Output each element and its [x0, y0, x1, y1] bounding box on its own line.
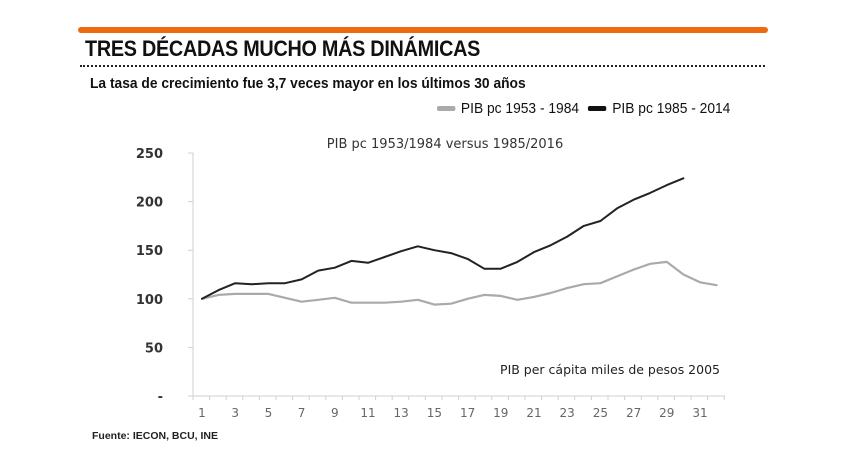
- y-tick-label: 200: [136, 196, 163, 211]
- x-tick-label: 3: [231, 406, 239, 420]
- x-tick-label: 11: [360, 406, 375, 420]
- x-tick-label: 21: [526, 406, 541, 420]
- x-tick-label: 15: [427, 406, 442, 420]
- subtitle: La tasa de crecimiento fue 3,7 veces may…: [90, 75, 526, 92]
- series-group: [200, 177, 718, 306]
- x-tick-label: 29: [659, 406, 674, 420]
- y-tick-label: 100: [136, 293, 163, 308]
- legend-item-1953-1984: PIB pc 1953 - 1984: [437, 100, 579, 117]
- x-tick-label: 5: [265, 406, 273, 420]
- x-tick-label: 9: [331, 406, 339, 420]
- chart-title: PIB pc 1953/1984 versus 1985/2016: [327, 137, 563, 152]
- x-tick-label: 17: [460, 406, 475, 420]
- x-tick-label: 19: [493, 406, 508, 420]
- legend-swatch-gray: [437, 106, 456, 111]
- series-line-1985-2014: [201, 177, 685, 300]
- source-note: Fuente: IECON, BCU, INE: [92, 430, 219, 442]
- x-tick-label: 7: [298, 406, 306, 420]
- y-tick-label: 250: [136, 147, 163, 162]
- y-tick-label: -: [158, 390, 163, 405]
- x-tick-label: 27: [626, 406, 641, 420]
- x-tick-label: 31: [692, 406, 707, 420]
- chart-legend: PIB pc 1953 - 1984 PIB pc 1985 - 2014: [437, 100, 740, 117]
- legend-swatch-black: [588, 106, 607, 111]
- x-tick-label: 25: [593, 406, 608, 420]
- y-tick-label: 50: [145, 341, 163, 356]
- legend-item-1985-2014: PIB pc 1985 - 2014: [588, 100, 730, 117]
- y-tick-label: 150: [136, 244, 163, 259]
- page-title: TRES DÉCADAS MUCHO MÁS DINÁMICAS: [85, 36, 481, 61]
- legend-label: PIB pc 1985 - 2014: [612, 100, 731, 117]
- legend-label: PIB pc 1953 - 1984: [460, 100, 580, 117]
- unit-annotation: PIB per cápita miles de pesos 2005: [500, 362, 720, 377]
- x-tick-label: 23: [560, 406, 575, 420]
- x-tick-label: 13: [394, 406, 409, 420]
- x-tick-label: 1: [198, 406, 206, 420]
- accent-bar: [78, 27, 768, 33]
- series-line-1953-1984: [200, 260, 718, 306]
- dotted-divider: [80, 65, 765, 67]
